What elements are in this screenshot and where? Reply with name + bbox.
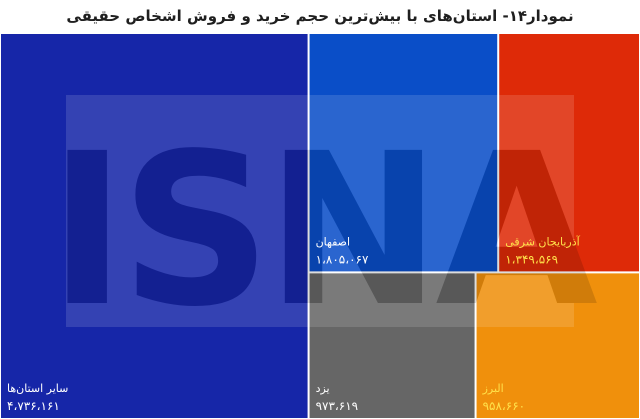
tile-label: اصفهان [316, 235, 350, 248]
tile-label: البرز [482, 382, 504, 395]
treemap-tile [499, 34, 639, 272]
tile-value: ۹۵۸،۶۶۰ [483, 399, 526, 413]
isna-watermark: ISNA [48, 95, 603, 353]
treemap-tile [309, 34, 498, 272]
tile-label: سایر استان‌ها [7, 382, 68, 395]
tile-value: ۴،۷۳۶،۱۶۱ [7, 399, 60, 413]
tile-label: آذربایجان شرقی [505, 234, 580, 248]
tile-label: یزد [316, 382, 330, 395]
treemap-tile [1, 34, 308, 418]
treemap-tiles [1, 34, 639, 418]
treemap-chart: ISNA سایر استان‌ها ۴،۷۳۶،۱۶۱ اصفهان ۱،۸۰۵،۰… [1, 34, 639, 418]
tile-value: ۹۷۳،۶۱۹ [316, 399, 359, 413]
watermark-panel [66, 95, 574, 327]
chart-title: نمودار۱۴- استان‌های با بیش‌ترین حجم خرید… [66, 7, 574, 25]
treemap-tile [476, 273, 639, 418]
watermark-text: ISNA [48, 108, 597, 353]
tile-value: ۱،۳۴۹،۵۶۹ [505, 252, 558, 266]
tile-value: ۱،۸۰۵،۰۶۷ [316, 252, 369, 266]
treemap-labels: سایر استان‌ها ۴،۷۳۶،۱۶۱ اصفهان ۱،۸۰۵،۰۶۷ آذر… [7, 234, 581, 413]
treemap-tile [309, 273, 475, 418]
